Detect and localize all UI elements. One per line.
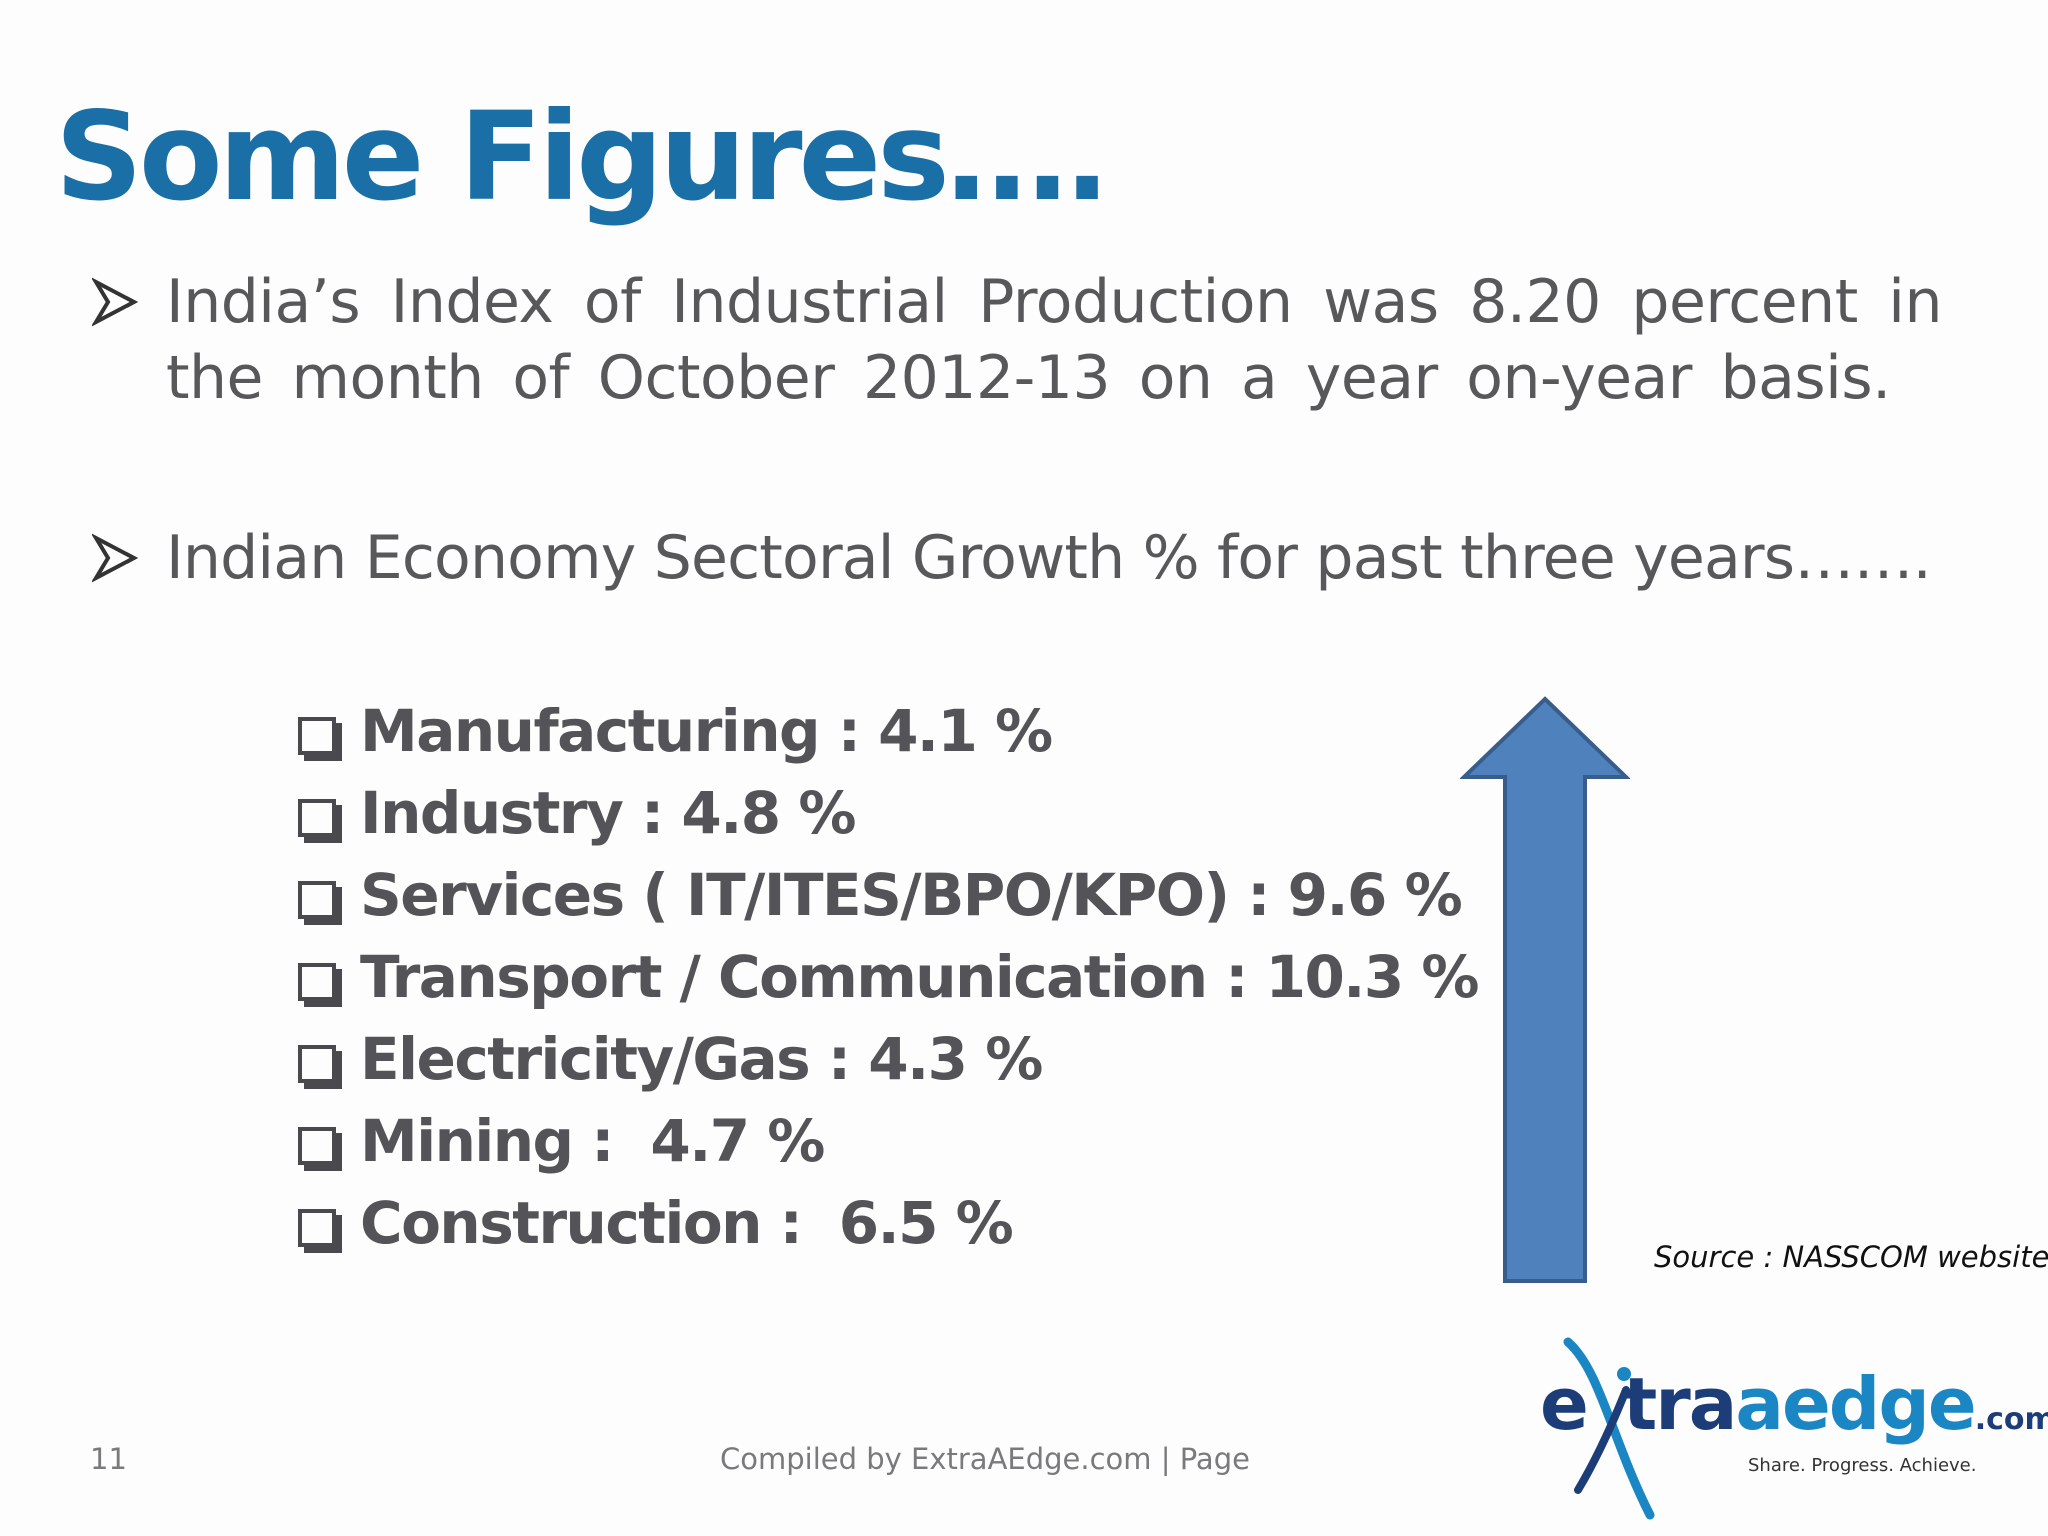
arrowhead-bullet-icon (92, 533, 138, 583)
sector-label: Transport / Communication : 10.3 % (360, 943, 1480, 1011)
sector-item: Industry : 4.8 % (298, 772, 1478, 854)
checkbox-icon (298, 799, 342, 843)
footer-credit: Compiled by ExtraAEdge.com | Page (720, 1442, 1250, 1476)
sector-item: Electricity/Gas : 4.3 % (298, 1018, 1478, 1100)
sector-label: Industry : 4.8 % (360, 779, 856, 847)
bullet-text: Indian Economy Sectoral Growth % for pas… (166, 523, 1932, 593)
arrowhead-bullet-icon (92, 277, 138, 327)
checkbox-icon (298, 1045, 342, 1089)
logo-tagline: Share. Progress. Achieve. (1748, 1455, 1977, 1476)
checkbox-icon (298, 881, 342, 925)
sector-item: Transport / Communication : 10.3 % (298, 936, 1480, 1018)
bullet-iip: India’s Index of Industrial Production w… (92, 264, 1943, 416)
checkbox-icon (298, 1209, 342, 1253)
checkbox-icon (298, 963, 342, 1007)
bullet-text: India’s Index of Industrial Production w… (166, 267, 1943, 413)
sector-label: Electricity/Gas : 4.3 % (360, 1025, 1043, 1093)
sector-growth-list: Manufacturing : 4.1 % Industry : 4.8 % S… (298, 690, 1480, 1264)
page-number: 11 (90, 1442, 127, 1476)
checkbox-icon (298, 1127, 342, 1171)
sector-item: Mining : 4.7 % (298, 1100, 1478, 1182)
slide-title: Some Figures…. (55, 86, 1110, 228)
source-note: Source : NASSCOM website (1654, 1240, 2048, 1274)
extraedge-logo: e traaedge.com Share. Progress. Achieve. (1540, 1330, 2048, 1530)
sector-item: Construction : 6.5 % (298, 1182, 1478, 1264)
sector-label: Mining : 4.7 % (360, 1107, 825, 1175)
logo-wordmark: e traaedge.com (1540, 1362, 2048, 1446)
logo-swoosh-icon (1563, 1337, 1655, 1520)
sector-label: Construction : 6.5 % (360, 1189, 1014, 1257)
sector-label: Services ( IT/ITES/BPO/KPO) : 9.6 % (360, 861, 1463, 929)
checkbox-icon (298, 717, 342, 761)
bullet-sectoral-growth: Indian Economy Sectoral Growth % for pas… (92, 520, 1942, 596)
sector-item: Manufacturing : 4.1 % (298, 690, 1478, 772)
sector-item: Services ( IT/ITES/BPO/KPO) : 9.6 % (298, 854, 1478, 936)
sector-label: Manufacturing : 4.1 % (360, 697, 1053, 765)
up-arrow-icon (1460, 696, 1630, 1283)
